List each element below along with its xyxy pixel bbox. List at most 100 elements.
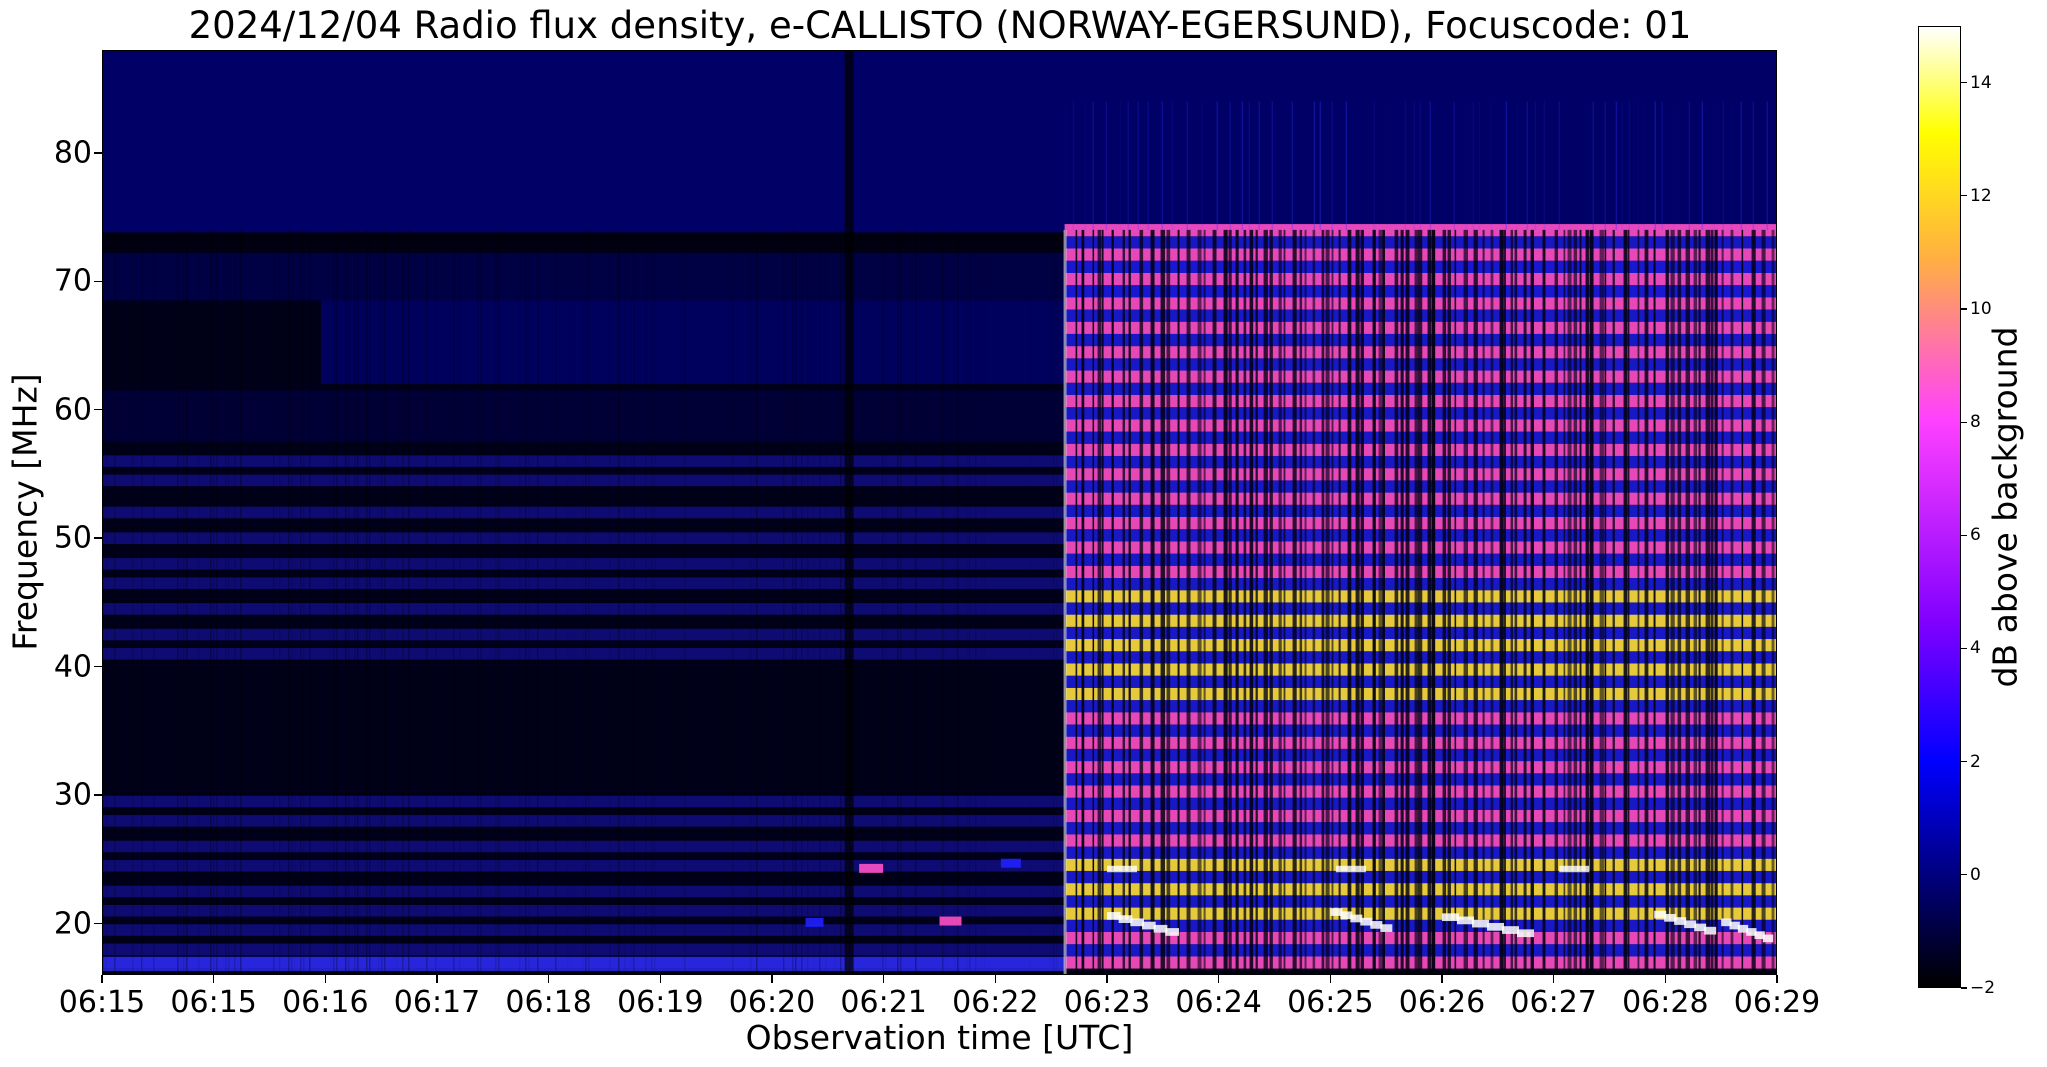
texture-line: [813, 229, 815, 975]
y-tick-label: 40: [53, 649, 92, 685]
colorbar-tick-label: 2: [1970, 751, 1981, 772]
burst-gap: [1312, 229, 1316, 975]
texture-line: [897, 229, 899, 975]
texture-line: [807, 229, 809, 975]
y-tick-label: 30: [53, 777, 92, 813]
x-axis-label: Observation time [UTC]: [745, 1018, 1134, 1057]
upper-streak: [1291, 101, 1294, 230]
texture-line: [1029, 230, 1031, 975]
x-tick-mark: [324, 975, 327, 983]
upper-streak: [1229, 101, 1232, 230]
burst-gap: [1751, 229, 1756, 975]
texture-line: [279, 229, 281, 975]
burst-gap: [1150, 229, 1155, 975]
burst-gap: [1447, 229, 1451, 975]
burst-gap: [1612, 229, 1615, 975]
quiet-band-stripe: [102, 648, 1065, 660]
burst-gap: [1705, 229, 1711, 975]
quiet-band-stripe: [102, 603, 1065, 615]
upper-streak: [1661, 101, 1664, 230]
upper-streak: [1654, 101, 1657, 230]
x-tick-mark: [1552, 975, 1555, 983]
burst-gap: [1255, 229, 1258, 975]
texture-line: [198, 229, 200, 975]
y-tick-label: 70: [53, 263, 92, 299]
texture-line: [1056, 229, 1058, 975]
burst-gap: [1111, 229, 1114, 975]
texture-line: [537, 229, 539, 975]
burst-gap: [1589, 229, 1594, 975]
upper-streak: [1186, 101, 1189, 230]
burst-blip: [1335, 865, 1366, 873]
chart-title: 2024/12/04 Radio flux density, e-CALLIST…: [188, 4, 1692, 47]
texture-line: [1050, 230, 1052, 975]
quiet-band-stripe: [102, 474, 1065, 487]
upper-streak: [1713, 101, 1716, 230]
upper-streak: [1490, 101, 1493, 230]
burst-gap: [1243, 229, 1247, 975]
dark-vertical-line: [844, 50, 854, 975]
y-axis-label: Frequency [MHz]: [5, 373, 45, 651]
quiet-band-stripe: [102, 840, 1065, 853]
burst-gap: [1382, 229, 1385, 975]
drifting-burst: [1472, 919, 1489, 928]
quiet-band-stripe: [102, 795, 1065, 808]
drifting-burst: [1762, 934, 1774, 943]
upper-streak: [1127, 101, 1130, 230]
upper-streak: [1701, 101, 1704, 230]
texture-line: [345, 229, 347, 975]
x-tick-label: 06:26: [1398, 985, 1486, 1020]
drifting-burst: [1729, 921, 1740, 930]
colorbar-tick-label: 14: [1970, 72, 1992, 93]
colorbar-label: dB above background: [1985, 326, 2025, 688]
burst-gap: [1092, 229, 1095, 975]
texture-line: [357, 229, 359, 975]
texture-line: [225, 229, 227, 975]
colorbar-tick-label: 6: [1970, 525, 1981, 546]
burst-gap: [1160, 229, 1165, 975]
burst-gap: [1394, 229, 1399, 975]
upper-streak: [1478, 101, 1481, 230]
texture-line: [882, 229, 884, 975]
burst-gap: [1567, 229, 1572, 975]
y-tick-mark: [94, 408, 102, 411]
drifting-burst: [1487, 922, 1504, 931]
texture-line: [180, 229, 182, 975]
colorbar-tick-mark: [1961, 874, 1967, 876]
colorbar-tick-label: 12: [1970, 185, 1992, 206]
burst-gap: [1499, 229, 1504, 975]
texture-line: [732, 229, 734, 975]
upper-streak: [1551, 101, 1553, 229]
texture-line: [132, 229, 134, 975]
drifting-burst: [1754, 931, 1765, 940]
quiet-band-stripe: [102, 455, 1065, 467]
texture-line: [369, 229, 371, 975]
burst-gap: [1405, 229, 1410, 975]
upper-streak: [1092, 101, 1095, 230]
drifting-burst: [1330, 908, 1343, 916]
texture-line: [885, 229, 887, 975]
upper-streak: [1319, 101, 1322, 230]
burst-blip: [939, 916, 962, 926]
upper-streak: [1628, 101, 1631, 230]
upper-streak: [1429, 101, 1432, 230]
burst-gap: [1372, 229, 1376, 975]
texture-line: [294, 230, 296, 975]
burst-gap: [1573, 229, 1578, 975]
upper-streak: [1105, 101, 1108, 230]
texture-line: [957, 229, 959, 975]
colorbar: [1918, 26, 1961, 988]
drifting-burst: [1746, 928, 1757, 936]
x-tick-mark: [882, 975, 885, 983]
upper-streak: [1722, 101, 1725, 230]
quiet-band-stripe: [102, 815, 1065, 827]
x-tick-mark: [659, 975, 662, 983]
burst-gap: [1604, 229, 1607, 975]
y-tick-mark: [94, 537, 102, 539]
drifting-burst: [1517, 929, 1534, 938]
y-tick-label: 60: [53, 392, 92, 428]
y-tick-mark: [94, 152, 102, 154]
band-65: [320, 300, 1065, 385]
burst-gap: [1292, 229, 1297, 975]
texture-line: [984, 230, 986, 975]
